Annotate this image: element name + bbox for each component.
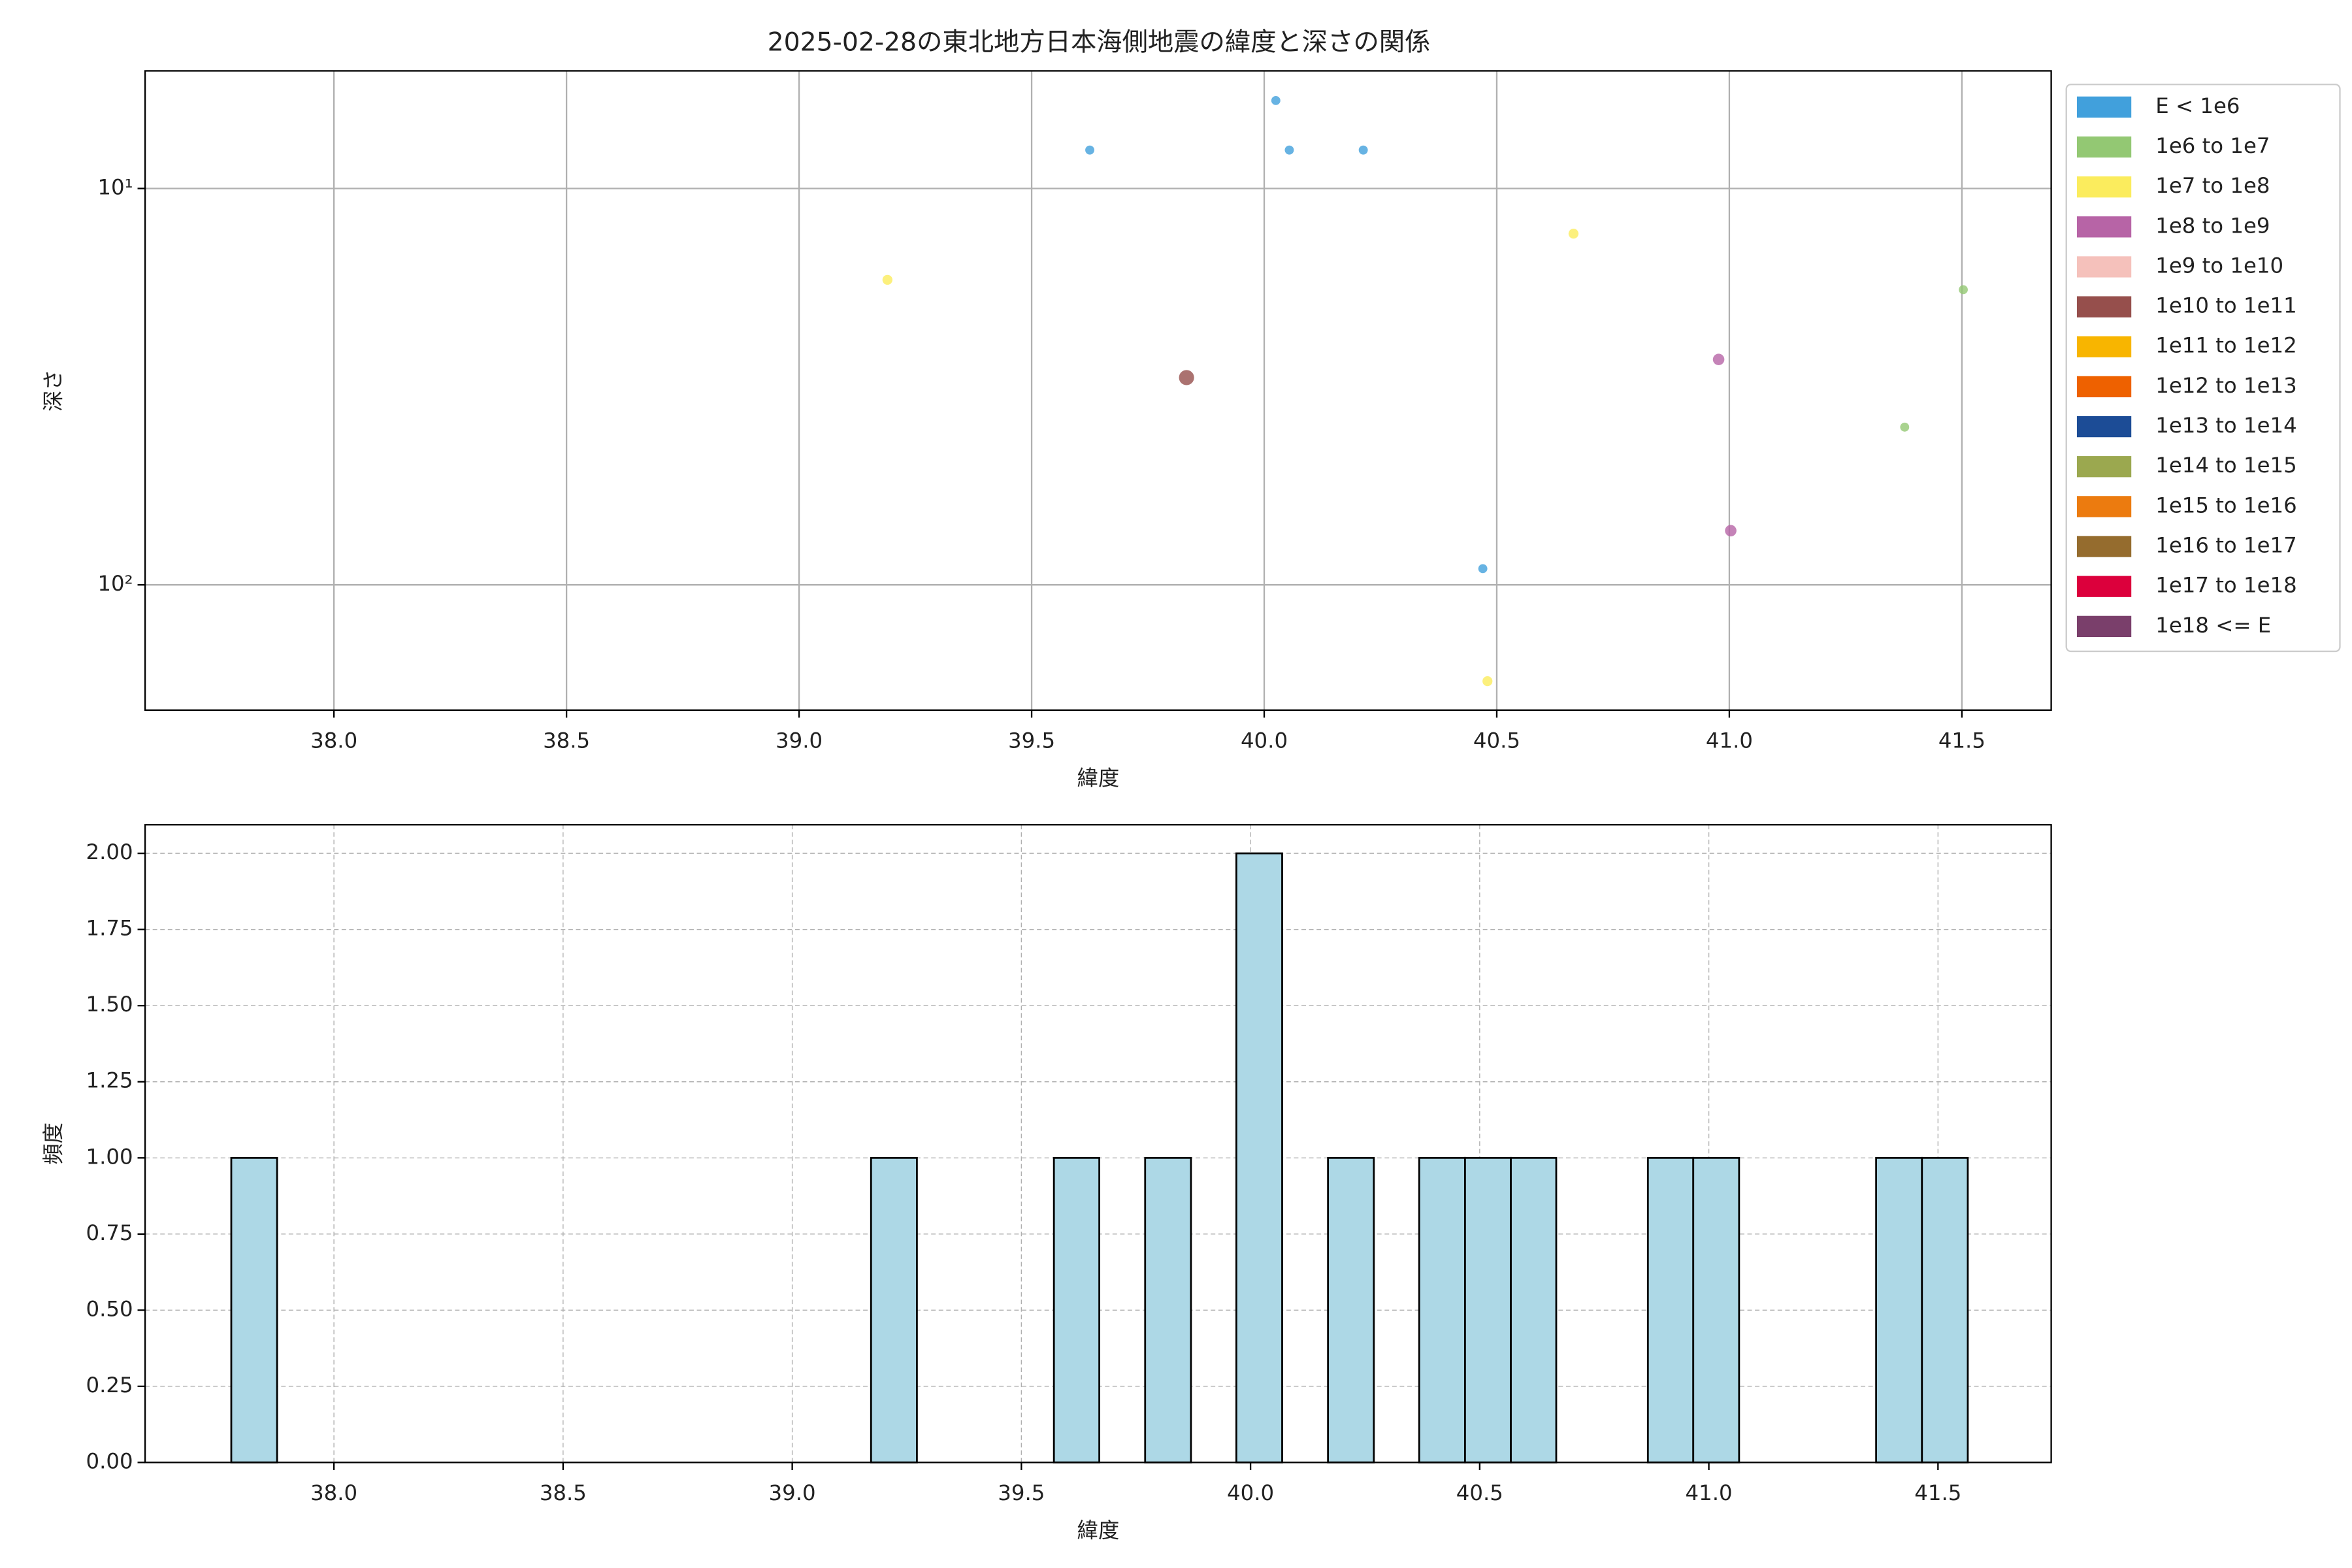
scatter-point xyxy=(1959,285,1968,295)
legend-label: 1e16 to 1e17 xyxy=(2155,533,2296,558)
legend-label: 1e8 to 1e9 xyxy=(2155,213,2270,238)
x-tick-label: 39.0 xyxy=(769,1480,816,1505)
y-tick-label: 0.00 xyxy=(86,1448,133,1473)
scatter-point xyxy=(1568,229,1579,239)
y-tick-label: 10² xyxy=(97,571,133,596)
histogram-bar xyxy=(1053,1156,1100,1463)
legend-swatch xyxy=(2076,456,2132,478)
y-tick-label: 0.25 xyxy=(86,1373,133,1397)
legend-label: 1e17 to 1e18 xyxy=(2155,573,2296,598)
scatter-point xyxy=(1712,353,1725,365)
legend-label: 1e13 to 1e14 xyxy=(2155,413,2296,438)
x-tick-label: 39.0 xyxy=(776,728,823,753)
legend-swatch xyxy=(2076,376,2132,398)
x-tick-label: 41.0 xyxy=(1706,728,1753,753)
legend-swatch xyxy=(2076,136,2132,158)
legend-label: 1e7 to 1e8 xyxy=(2155,173,2270,198)
x-tick-label: 39.5 xyxy=(1008,728,1055,753)
y-axis-label: 深さ xyxy=(41,369,65,412)
legend-swatch xyxy=(2076,296,2132,318)
histogram-bar xyxy=(230,1156,278,1463)
legend-label: 1e18 <= E xyxy=(2155,613,2271,638)
legend-label: 1e15 to 1e16 xyxy=(2155,493,2296,517)
legend-swatch xyxy=(2076,416,2132,438)
y-tick-label: 1.25 xyxy=(86,1068,133,1093)
legend-box xyxy=(2065,84,2341,653)
x-tick-label: 41.5 xyxy=(1938,728,1985,753)
legend-label: E < 1e6 xyxy=(2155,93,2240,118)
histogram-bar xyxy=(1692,1156,1740,1463)
legend-label: 1e9 to 1e10 xyxy=(2155,253,2283,278)
scatter-point xyxy=(1725,525,1737,537)
x-tick-label: 40.5 xyxy=(1473,728,1520,753)
histogram-bar xyxy=(1875,1156,1923,1463)
histogram-bar xyxy=(1463,1156,1512,1463)
y-tick-label: 1.50 xyxy=(86,992,133,1017)
y-tick-label: 0.50 xyxy=(86,1296,133,1321)
x-tick-label: 38.0 xyxy=(310,1480,357,1505)
histogram-bar xyxy=(1921,1156,1969,1463)
legend-swatch xyxy=(2076,536,2132,557)
y-axis-label: 頻度 xyxy=(41,1122,65,1165)
x-tick-label: 41.5 xyxy=(1914,1480,1961,1505)
scatter-point xyxy=(1478,564,1488,574)
x-tick-label: 38.5 xyxy=(540,1480,587,1505)
x-tick-label: 40.0 xyxy=(1241,728,1288,753)
legend-swatch xyxy=(2076,576,2132,597)
x-tick-label: 40.5 xyxy=(1456,1480,1503,1505)
legend-swatch xyxy=(2076,496,2132,517)
legend-swatch xyxy=(2076,176,2132,198)
chart-title: 2025-02-28の東北地方日本海側地震の緯度と深さの関係 xyxy=(768,27,1431,57)
histogram-bar xyxy=(1418,1156,1466,1463)
scatter-point xyxy=(1900,422,1910,432)
legend-label: 1e12 to 1e13 xyxy=(2155,373,2296,398)
histogram-bar xyxy=(1235,852,1283,1463)
y-tick-label: 0.75 xyxy=(86,1220,133,1245)
y-tick-label: 1.75 xyxy=(86,916,133,941)
x-tick-label: 38.0 xyxy=(310,728,357,753)
x-tick-label: 38.5 xyxy=(543,728,590,753)
y-tick-label: 10¹ xyxy=(97,175,133,200)
y-tick-label: 1.00 xyxy=(86,1144,133,1169)
legend-label: 1e6 to 1e7 xyxy=(2155,133,2270,158)
x-tick-label: 40.0 xyxy=(1227,1480,1274,1505)
x-tick-label: 41.0 xyxy=(1686,1480,1733,1505)
x-axis-label: 緯度 xyxy=(1077,766,1119,791)
x-axis-label: 緯度 xyxy=(1077,1518,1119,1543)
legend-swatch xyxy=(2076,216,2132,238)
legend-label: 1e11 to 1e12 xyxy=(2155,333,2296,358)
scatter-point xyxy=(1179,370,1194,385)
legend-swatch xyxy=(2076,615,2132,637)
legend-swatch xyxy=(2076,336,2132,357)
histogram-bar xyxy=(1646,1156,1695,1463)
histogram-bar xyxy=(1144,1156,1192,1463)
scatter-point xyxy=(1482,676,1493,687)
histogram-bar xyxy=(1327,1156,1375,1463)
plot-frame xyxy=(144,70,2052,711)
legend-swatch xyxy=(2076,256,2132,278)
scatter-point xyxy=(882,274,892,285)
histogram-bar xyxy=(1510,1156,1558,1463)
legend-label: 1e10 to 1e11 xyxy=(2155,293,2296,318)
scatter-point xyxy=(1284,145,1294,155)
plot-frame xyxy=(144,824,2052,1463)
legend-swatch xyxy=(2076,96,2132,118)
x-tick-label: 39.5 xyxy=(998,1480,1045,1505)
legend-label: 1e14 to 1e15 xyxy=(2155,453,2296,478)
y-tick-label: 2.00 xyxy=(86,840,133,864)
histogram-bar xyxy=(870,1156,918,1463)
scatter-point xyxy=(1271,95,1281,105)
scatter-point xyxy=(1085,145,1094,155)
scatter-point xyxy=(1358,145,1368,155)
